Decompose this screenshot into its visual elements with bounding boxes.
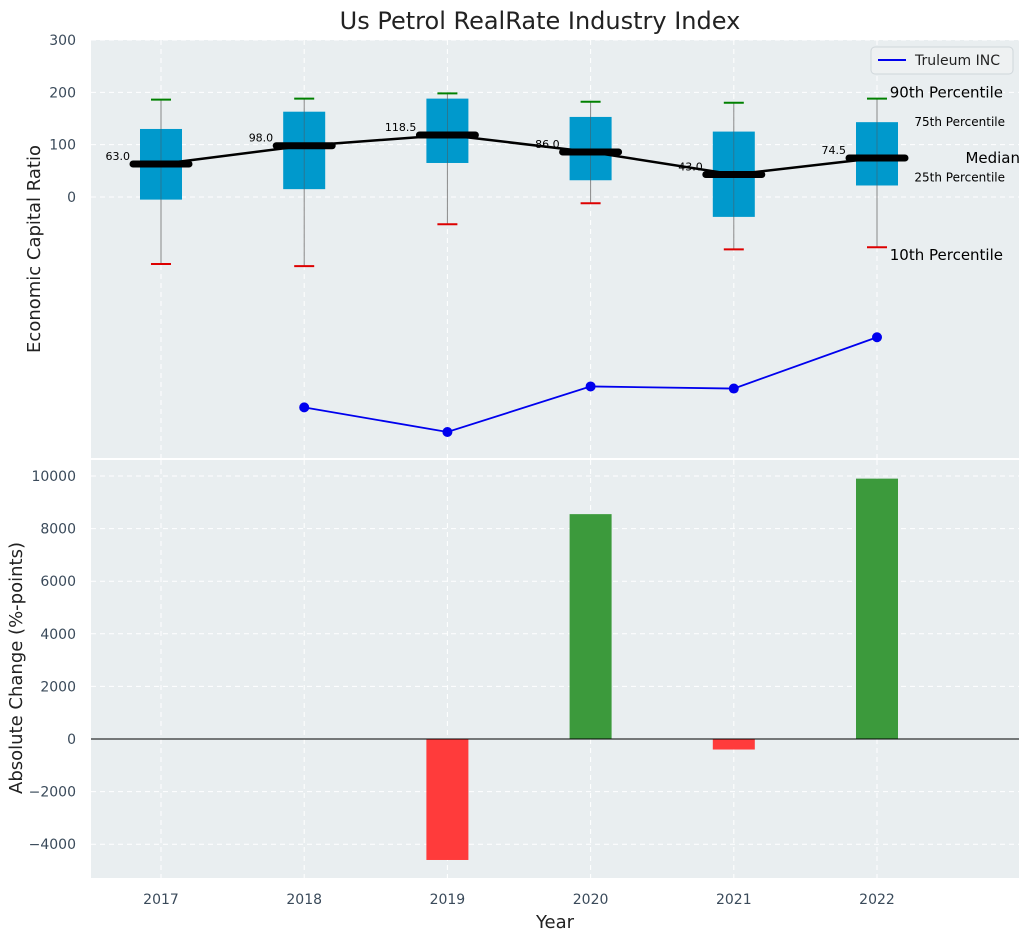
legend-box [870,46,1014,75]
median-trend-line [160,133,878,176]
label-median: Median [965,149,1020,167]
bottom-ytick-label: −2000 [29,785,76,801]
xtick-label-2021: 2021 [716,892,752,908]
xtick-label-2019: 2019 [430,892,466,908]
median-value-label: 74.5 [822,144,847,157]
series-point-2021 [728,383,739,394]
top-ytick-label: 300 [49,33,76,49]
bottom-ytick-label: 10000 [31,469,76,485]
xtick-label-2020: 2020 [573,892,609,908]
top-ytick-label: 100 [49,138,76,154]
label-10th-percentile: 10th Percentile [890,246,1003,264]
median-value-label: 98.0 [249,132,274,145]
change-bar-2022 [856,478,898,739]
label-90th-percentile: 90th Percentile [890,84,1003,102]
top-ytick-label: 0 [67,190,76,206]
top-y-axis-label: Economic Capital Ratio [24,145,45,353]
series-point-2018 [299,402,310,413]
series-point-2022 [872,332,882,343]
bottom-ytick-label: 8000 [40,522,76,538]
bottom-ytick-label: −4000 [29,837,76,853]
series-point-2020 [585,381,596,392]
chart-title: Us Petrol RealRate Industry Index [340,7,741,35]
bottom-ytick-label: 0 [67,732,76,748]
bottom-ytick-label: 6000 [40,574,76,590]
median-value-label: 63.0 [106,150,131,163]
median-value-label: 118.5 [385,121,417,134]
label-75th-percentile: 75th Percentile [914,115,1005,129]
change-bar-2021 [712,739,755,750]
xtick-label-2022: 2022 [859,892,895,908]
x-axis-label: Year [535,912,575,933]
xtick-label-2017: 2017 [143,892,179,908]
bottom-y-axis-label: Absolute Change (%-points) [6,542,27,794]
change-bar-2020 [569,514,612,739]
change-bar-2019 [426,739,469,860]
median-value-label: 43.0 [678,160,703,173]
label-25th-percentile: 25th Percentile [914,170,1005,184]
series-point-2019 [442,426,453,437]
top-ytick-label: 200 [49,85,76,101]
bottom-ytick-label: 4000 [40,627,76,643]
xtick-label-2018: 2018 [286,892,322,908]
legend-label-truleum: Truleum INC [914,53,1000,69]
median-value-label: 86.0 [535,138,560,151]
top-panel-bg [91,40,1019,458]
bottom-ytick-label: 2000 [40,679,76,695]
